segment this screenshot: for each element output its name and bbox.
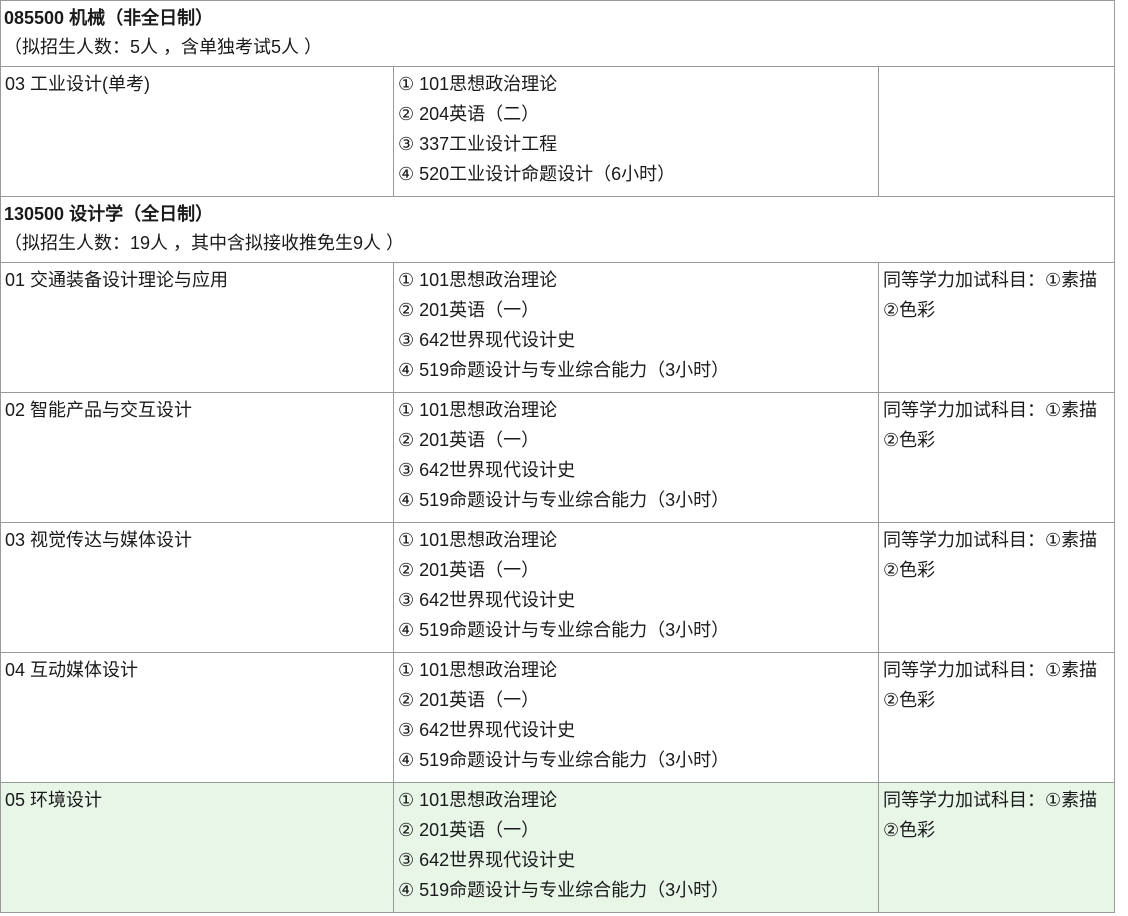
direction-row: 03 视觉传达与媒体设计 ① 101思想政治理论 ② 201英语（一） ③ 642世界… bbox=[0, 522, 1115, 653]
equivalency-note-cell: 同等学力加试科目：①素描②色彩 bbox=[878, 522, 1115, 653]
direction-label: 01 交通装备设计理论与应用 bbox=[5, 270, 229, 290]
direction-label: 05 环境设计 bbox=[5, 790, 103, 810]
exam-subjects-cell: ① 101思想政治理论 ② 201英语（一） ③ 642世界现代设计史 ④ 519命题… bbox=[393, 782, 879, 913]
direction-cell: 03 工业设计(单考) bbox=[0, 66, 394, 197]
equivalency-note: 同等学力加试科目：①素描②色彩 bbox=[883, 530, 1098, 580]
exam-subject: ② 201英语（一） bbox=[398, 560, 540, 580]
exam-subjects-cell: ① 101思想政治理论 ② 204英语（二） ③ 337工业设计工程 ④ 520工业设… bbox=[393, 66, 879, 197]
program-section-row: 085500 机械（非全日制） （拟招生人数：5人 ，含单独考试5人 ） bbox=[0, 0, 1115, 67]
exam-subject: ④ 519命题设计与专业综合能力（3小时） bbox=[398, 620, 730, 640]
exam-subject: ③ 642世界现代设计史 bbox=[398, 460, 576, 480]
exam-subject: ② 201英语（一） bbox=[398, 300, 540, 320]
program-section-row: 130500 设计学（全日制） （拟招生人数：19人 ，其中含拟接收推免生9人 ） bbox=[0, 196, 1115, 263]
exam-subject: ① 101思想政治理论 bbox=[398, 74, 558, 94]
direction-cell: 02 智能产品与交互设计 bbox=[0, 392, 394, 523]
exam-subjects-cell: ① 101思想政治理论 ② 201英语（一） ③ 642世界现代设计史 ④ 519命题… bbox=[393, 652, 879, 783]
direction-row: 03 工业设计(单考) ① 101思想政治理论 ② 204英语（二） ③ 337工业设… bbox=[0, 66, 1115, 197]
direction-label: 04 互动媒体设计 bbox=[5, 660, 139, 680]
exam-subjects-cell: ① 101思想政治理论 ② 201英语（一） ③ 642世界现代设计史 ④ 519命题… bbox=[393, 392, 879, 523]
direction-label: 03 工业设计(单考) bbox=[5, 74, 151, 94]
exam-subject: ② 201英语（一） bbox=[398, 820, 540, 840]
exam-subject: ② 201英语（一） bbox=[398, 690, 540, 710]
direction-row: 04 互动媒体设计 ① 101思想政治理论 ② 201英语（一） ③ 642世界现代设… bbox=[0, 652, 1115, 783]
exam-subject: ① 101思想政治理论 bbox=[398, 400, 558, 420]
exam-subject: ③ 642世界现代设计史 bbox=[398, 720, 576, 740]
direction-label: 03 视觉传达与媒体设计 bbox=[5, 530, 193, 550]
equivalency-note: 同等学力加试科目：①素描②色彩 bbox=[883, 660, 1098, 710]
direction-label: 02 智能产品与交互设计 bbox=[5, 400, 193, 420]
direction-cell: 05 环境设计 bbox=[0, 782, 394, 913]
direction-cell: 01 交通装备设计理论与应用 bbox=[0, 262, 394, 393]
direction-row: 05 环境设计 ① 101思想政治理论 ② 201英语（一） ③ 642世界现代设计史… bbox=[0, 782, 1115, 913]
direction-row: 01 交通装备设计理论与应用 ① 101思想政治理论 ② 201英语（一） ③ 642… bbox=[0, 262, 1115, 393]
exam-subject: ③ 337工业设计工程 bbox=[398, 134, 558, 154]
exam-subject: ③ 642世界现代设计史 bbox=[398, 590, 576, 610]
equivalency-note-cell: 同等学力加试科目：①素描②色彩 bbox=[878, 262, 1115, 393]
direction-cell: 04 互动媒体设计 bbox=[0, 652, 394, 783]
exam-subject: ③ 642世界现代设计史 bbox=[398, 850, 576, 870]
exam-subject: ④ 519命题设计与专业综合能力（3小时） bbox=[398, 880, 730, 900]
exam-subject: ④ 519命题设计与专业综合能力（3小时） bbox=[398, 490, 730, 510]
exam-subject: ② 201英语（一） bbox=[398, 430, 540, 450]
enrollment-note: （拟招生人数：5人 ，含单独考试5人 ） bbox=[4, 37, 323, 57]
program-section-cell: 085500 机械（非全日制） （拟招生人数：5人 ，含单独考试5人 ） bbox=[0, 0, 1115, 67]
program-title: 130500 设计学（全日制） bbox=[4, 204, 214, 224]
exam-subject: ① 101思想政治理论 bbox=[398, 530, 558, 550]
equivalency-note-cell: 同等学力加试科目：①素描②色彩 bbox=[878, 652, 1115, 783]
equivalency-note-cell: 同等学力加试科目：①素描②色彩 bbox=[878, 392, 1115, 523]
equivalency-note: 同等学力加试科目：①素描②色彩 bbox=[883, 270, 1098, 320]
enrollment-note: （拟招生人数：19人 ，其中含拟接收推免生9人 ） bbox=[4, 233, 405, 253]
exam-subject: ① 101思想政治理论 bbox=[398, 660, 558, 680]
exam-subject: ③ 642世界现代设计史 bbox=[398, 330, 576, 350]
equivalency-note-cell bbox=[878, 66, 1115, 197]
direction-row: 02 智能产品与交互设计 ① 101思想政治理论 ② 201英语（一） ③ 642世界… bbox=[0, 392, 1115, 523]
equivalency-note-cell: 同等学力加试科目：①素描②色彩 bbox=[878, 782, 1115, 913]
equivalency-note: 同等学力加试科目：①素描②色彩 bbox=[883, 400, 1098, 450]
exam-subject: ④ 519命题设计与专业综合能力（3小时） bbox=[398, 750, 730, 770]
direction-cell: 03 视觉传达与媒体设计 bbox=[0, 522, 394, 653]
exam-subjects-cell: ① 101思想政治理论 ② 201英语（一） ③ 642世界现代设计史 ④ 519命题… bbox=[393, 262, 879, 393]
program-title: 085500 机械（非全日制） bbox=[4, 8, 214, 28]
exam-subjects-cell: ① 101思想政治理论 ② 201英语（一） ③ 642世界现代设计史 ④ 519命题… bbox=[393, 522, 879, 653]
equivalency-note: 同等学力加试科目：①素描②色彩 bbox=[883, 790, 1098, 840]
exam-subject: ④ 520工业设计命题设计（6小时） bbox=[398, 164, 676, 184]
exam-subject: ④ 519命题设计与专业综合能力（3小时） bbox=[398, 360, 730, 380]
exam-subject: ② 204英语（二） bbox=[398, 104, 540, 124]
exam-subject: ① 101思想政治理论 bbox=[398, 270, 558, 290]
exam-subject: ① 101思想政治理论 bbox=[398, 790, 558, 810]
program-section-cell: 130500 设计学（全日制） （拟招生人数：19人 ，其中含拟接收推免生9人 ） bbox=[0, 196, 1115, 263]
